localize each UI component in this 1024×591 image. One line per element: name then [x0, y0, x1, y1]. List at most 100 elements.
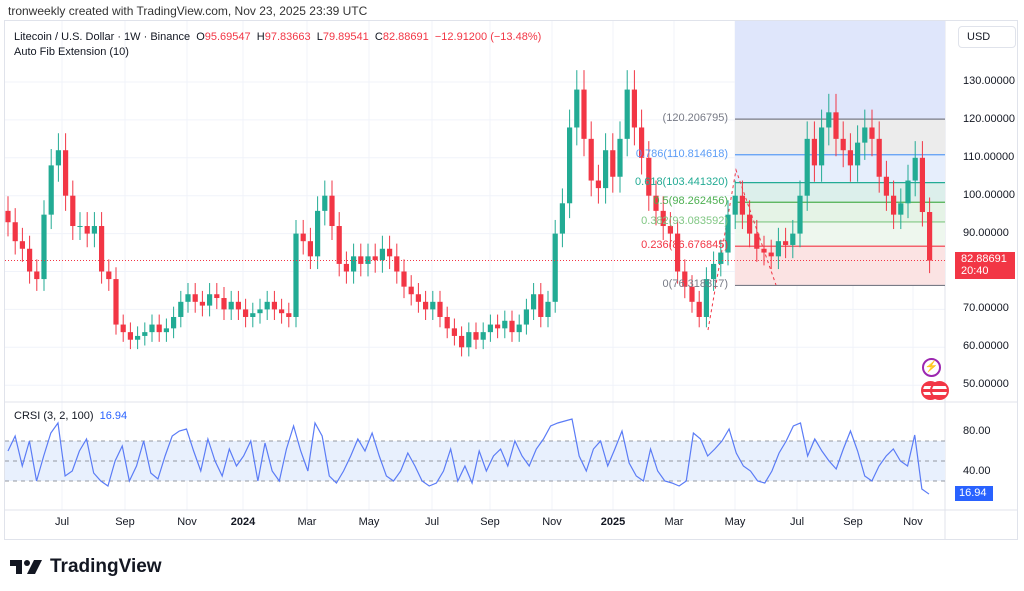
crsi-axis-label: 40.00	[963, 465, 991, 477]
candle-body	[660, 210, 666, 227]
candle-body	[783, 241, 789, 245]
candle-body	[113, 279, 119, 325]
candle-body	[675, 233, 681, 272]
candle-body	[480, 332, 486, 340]
crsi-last-label: 16.94	[955, 486, 993, 501]
lightning-icon[interactable]: ⚡	[922, 358, 941, 377]
time-axis-label: Nov	[903, 516, 923, 528]
candle-body	[912, 157, 918, 181]
currency-button[interactable]: USD	[958, 26, 1016, 48]
fib-level-label: (120.206795)	[662, 112, 728, 125]
candle-body	[178, 301, 184, 317]
last-price-label: 82.88691 20:40	[955, 252, 1015, 279]
candle-body	[617, 138, 623, 177]
candle-body	[34, 271, 40, 280]
candle-body	[41, 214, 47, 280]
time-axis-label: Jul	[789, 516, 805, 528]
candle-body	[804, 138, 810, 196]
candle-body	[797, 195, 803, 234]
price-axis-label: 60.00000	[963, 340, 1009, 353]
indicator-label[interactable]: Auto Fib Extension (10)	[14, 46, 129, 58]
candle-body	[142, 332, 148, 336]
candle-body	[711, 263, 717, 280]
candle-body	[761, 248, 767, 253]
candle-body	[430, 301, 436, 310]
candle-body	[639, 127, 645, 158]
candle-body	[351, 256, 357, 272]
candle-body	[271, 301, 277, 310]
time-axis-label: Nov	[542, 516, 562, 528]
low-value: 79.89541	[322, 31, 369, 43]
candle-body	[610, 150, 616, 177]
crsi-value: 16.94	[99, 410, 128, 422]
candle-body	[876, 138, 882, 177]
candle-body	[207, 294, 213, 306]
candle-body	[595, 180, 601, 189]
candle-body	[732, 195, 738, 215]
crsi-label: CRSI (3, 2, 100)	[14, 410, 94, 422]
crsi-legend[interactable]: CRSI (3, 2, 100) 16.94	[14, 410, 127, 422]
fib-zone	[735, 154, 945, 183]
candle-body	[516, 324, 522, 333]
candle-body	[466, 332, 472, 348]
price-axis-label: 110.00000	[963, 150, 1015, 163]
symbol-name[interactable]: Litecoin / U.S. Dollar · 1W · Binance	[14, 31, 191, 43]
candle-body	[574, 89, 580, 128]
candle-body	[171, 316, 177, 329]
candle-body	[12, 222, 18, 242]
candle-body	[826, 112, 832, 128]
candle-body	[315, 210, 321, 257]
candle-body	[379, 248, 385, 261]
time-axis-label: Sep	[480, 516, 500, 528]
time-axis-label: Jul	[54, 516, 70, 528]
low-label: L	[316, 31, 323, 43]
time-axis-label: May	[724, 516, 746, 528]
candle-body	[898, 203, 904, 215]
candle-body	[408, 286, 414, 295]
fib-zone	[735, 21, 945, 120]
candle-body	[264, 301, 270, 310]
last-price-value: 82.88691	[961, 253, 1007, 265]
tradingview-logo-icon	[10, 560, 42, 574]
candle-body	[891, 195, 897, 215]
time-axis-label: Nov	[177, 516, 197, 528]
candle-body	[523, 309, 529, 325]
candle-body	[394, 256, 400, 272]
price-axis-label: 50.00000	[963, 378, 1009, 391]
candle-body	[545, 301, 551, 317]
candle-body	[567, 127, 573, 204]
candle-body	[5, 210, 11, 223]
price-axis-label: 100.00000	[963, 188, 1015, 201]
candle-body	[703, 279, 709, 317]
close-value: 82.88691	[382, 31, 429, 43]
us-flag-event-icon[interactable]	[930, 381, 949, 400]
candle-body	[502, 320, 508, 329]
candle-body	[135, 335, 141, 340]
candle-body	[300, 233, 306, 242]
candle-body	[19, 241, 25, 249]
fib-level-label: 0(76.318317)	[662, 278, 728, 291]
high-label: H	[256, 31, 265, 43]
tradingview-logo[interactable]: TradingView	[10, 556, 162, 578]
candle-body	[77, 226, 83, 228]
candle-body	[293, 233, 299, 317]
candle-body	[185, 294, 191, 302]
candle-body	[286, 313, 292, 317]
candle-body	[631, 89, 637, 128]
fib-zone	[735, 119, 945, 155]
fib-level-label: 0.382(93.083592)	[641, 214, 728, 227]
candle-body	[862, 127, 868, 143]
time-axis-label: Sep	[843, 516, 863, 528]
candle-body	[667, 226, 673, 234]
candle-body	[495, 324, 501, 329]
candle-body	[819, 127, 825, 166]
candle-body	[559, 203, 565, 234]
candle-body	[322, 195, 328, 211]
open-value: 95.69547	[204, 31, 251, 43]
candle-body	[401, 271, 407, 287]
fib-level-label: 0.786(110.814618)	[635, 147, 728, 160]
price-axis-label: 120.00000	[963, 112, 1015, 125]
candle-body	[588, 138, 594, 181]
candle-body	[509, 320, 515, 333]
